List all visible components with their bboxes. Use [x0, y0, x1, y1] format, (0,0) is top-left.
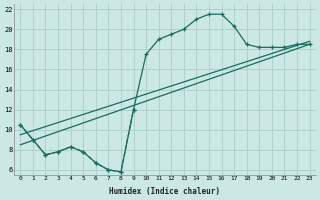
X-axis label: Humidex (Indice chaleur): Humidex (Indice chaleur) [109, 187, 220, 196]
